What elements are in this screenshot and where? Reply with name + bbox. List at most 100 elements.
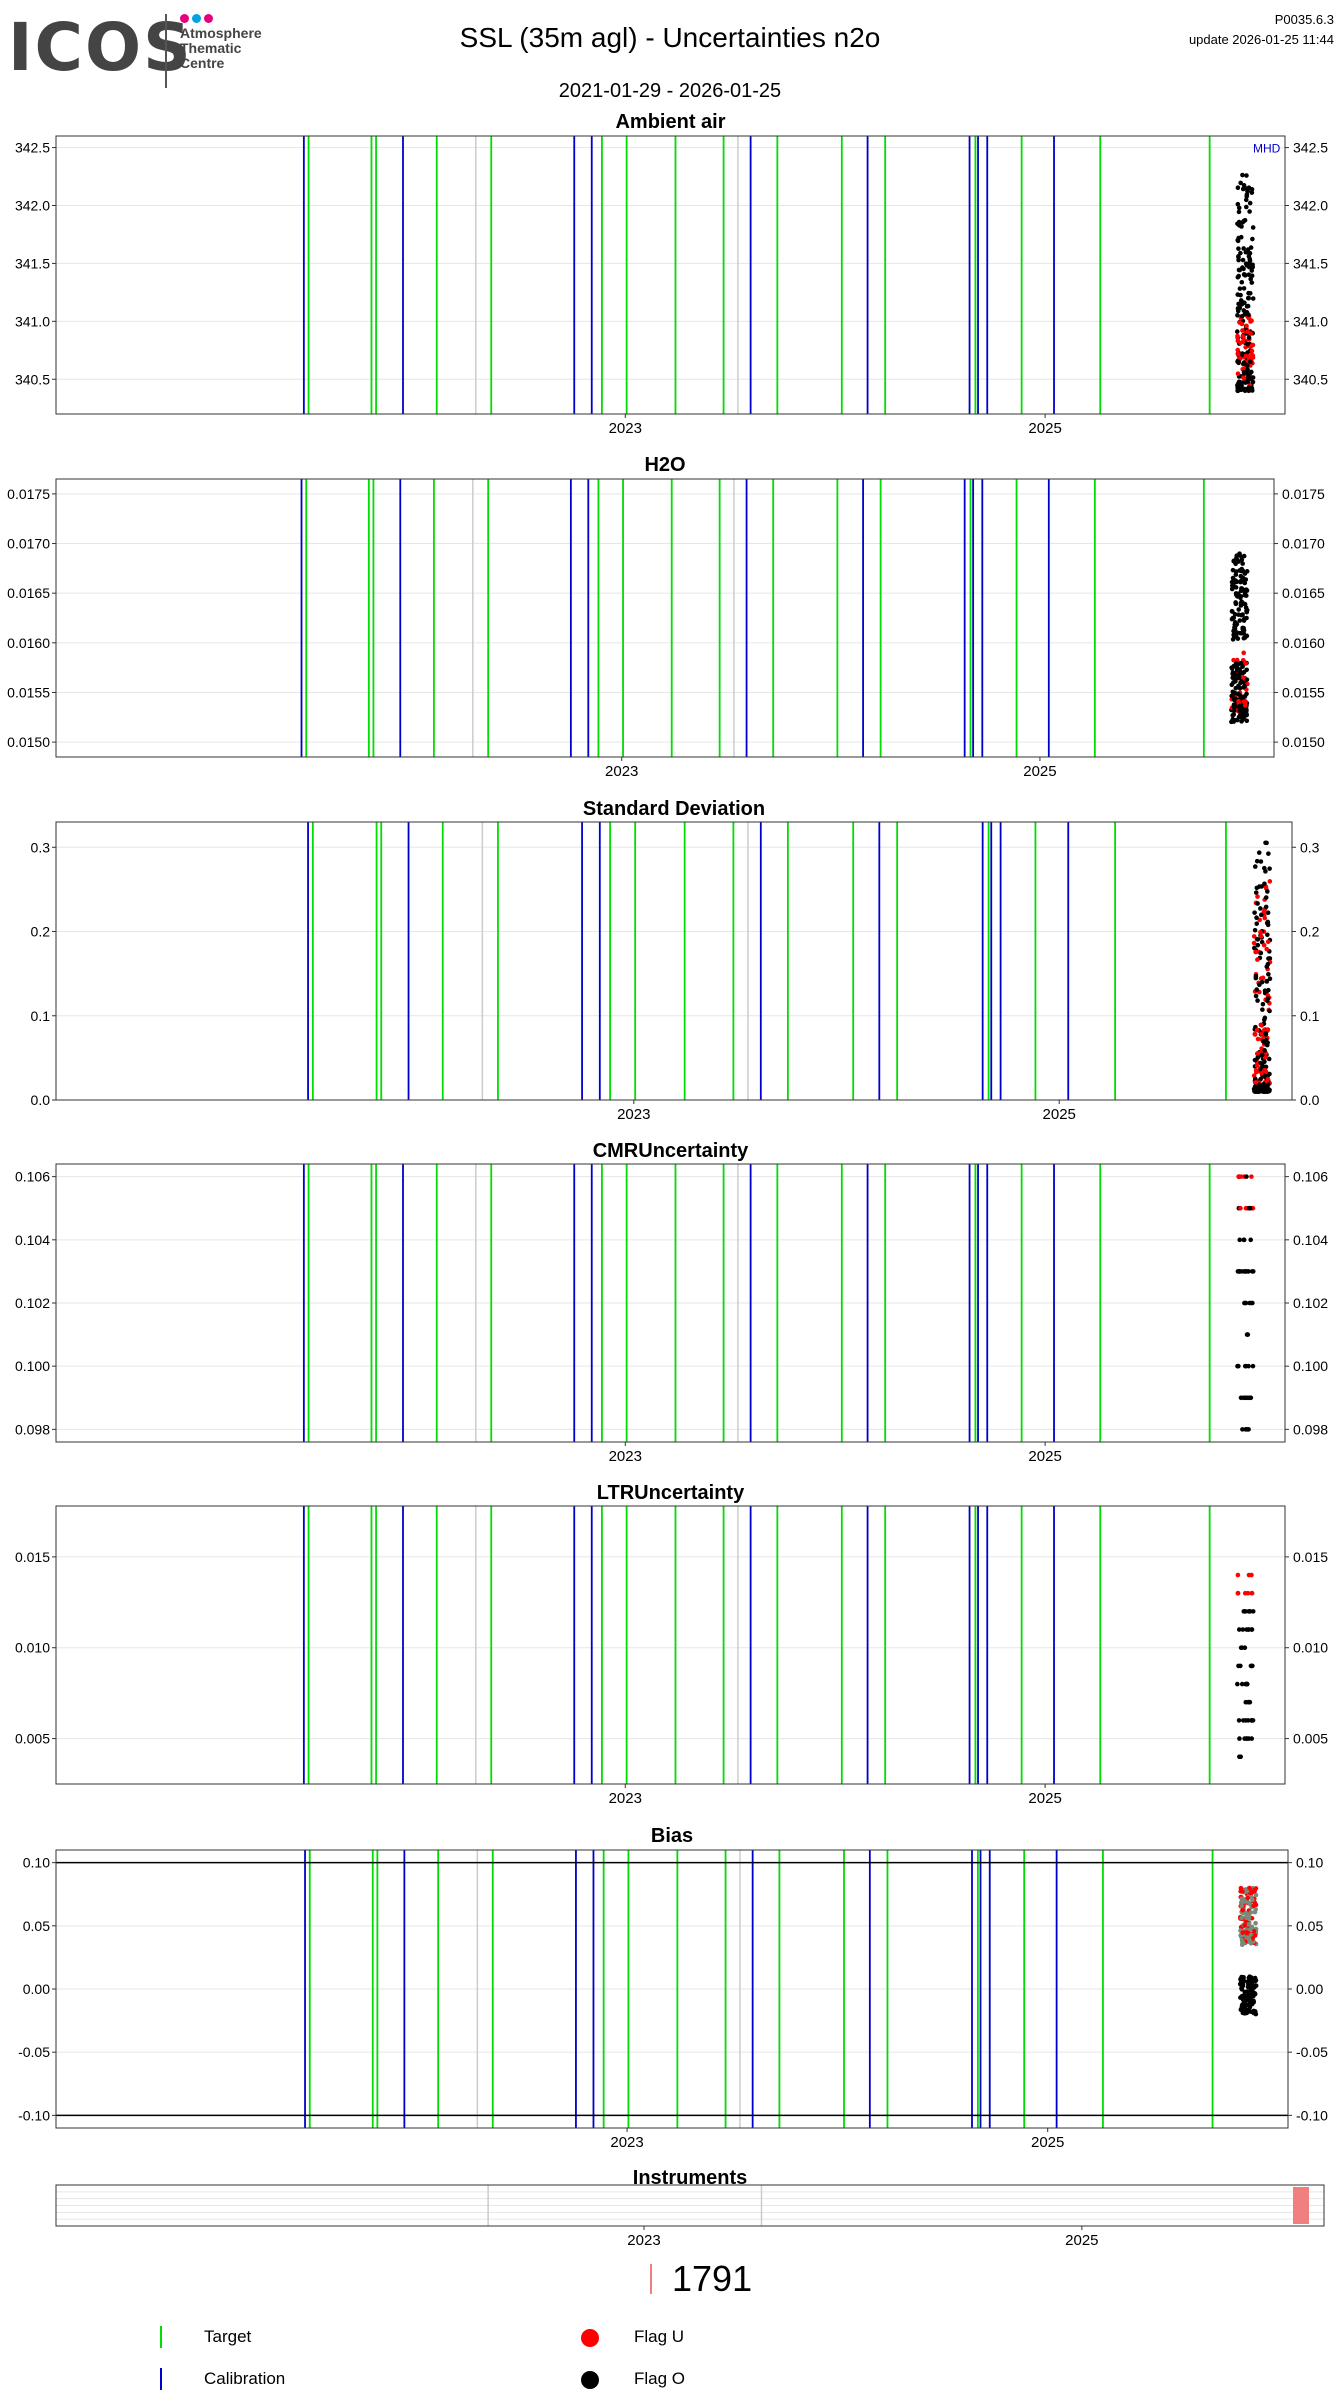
data-point xyxy=(1232,622,1238,627)
data-point xyxy=(1235,201,1241,207)
data-point xyxy=(1267,879,1273,884)
y-tick-label-right: 342.0 xyxy=(1293,198,1328,214)
chart-panel-bias: Bias -0.10 -0.10 -0.05 -0.05 0.00 0.00 0.05 0.05… xyxy=(18,1825,1328,2151)
data-point xyxy=(1245,367,1250,372)
data-point xyxy=(1249,280,1255,285)
data-point xyxy=(1231,657,1236,663)
data-point xyxy=(1250,1718,1256,1723)
data-point xyxy=(1236,209,1242,215)
data-point xyxy=(1237,320,1242,325)
data-point xyxy=(1235,292,1241,297)
data-point xyxy=(1243,1899,1248,1904)
data-point xyxy=(1238,1645,1244,1651)
y-tick-label-left: 0.3 xyxy=(31,839,51,855)
data-point xyxy=(1264,920,1270,926)
data-point xyxy=(1263,904,1269,910)
data-point xyxy=(1244,363,1250,368)
data-point xyxy=(1244,1332,1250,1337)
chart-title-instruments: Instruments xyxy=(633,2167,747,2189)
data-point xyxy=(1248,1910,1254,1915)
data-point xyxy=(1239,279,1245,285)
data-point xyxy=(1250,262,1255,268)
data-point xyxy=(1242,703,1248,708)
data-point xyxy=(1262,881,1267,887)
data-point xyxy=(1266,851,1271,856)
data-point xyxy=(1239,630,1244,636)
data-point xyxy=(1259,1031,1264,1037)
data-point xyxy=(1242,635,1248,640)
data-point xyxy=(1243,1300,1249,1306)
data-point xyxy=(1254,1027,1260,1033)
data-point xyxy=(1266,956,1271,961)
instrument-bar xyxy=(1293,2187,1309,2224)
plot-area xyxy=(56,136,1285,414)
data-point xyxy=(1243,204,1249,210)
data-point xyxy=(1249,273,1255,278)
data-point xyxy=(1234,665,1240,671)
data-point xyxy=(1265,1076,1271,1082)
data-point xyxy=(1235,238,1241,244)
target-legend-label: Target xyxy=(204,2327,252,2346)
data-point xyxy=(1250,236,1255,242)
data-point xyxy=(1241,669,1247,675)
y-tick-label-left: 0.2 xyxy=(31,924,51,940)
y-tick-label-left: 0.1 xyxy=(31,1008,51,1024)
data-point xyxy=(1250,296,1256,301)
y-tick-label-left: 341.5 xyxy=(15,255,50,271)
data-point xyxy=(1243,1363,1249,1369)
data-point xyxy=(1235,371,1241,376)
chart-panel-instruments: Instruments 2023 2025 xyxy=(55,2167,1325,2249)
data-point xyxy=(1244,1395,1250,1401)
data-point xyxy=(1230,675,1236,681)
target-legend-mark xyxy=(160,2326,162,2348)
chart-title-stddev: Standard Deviation xyxy=(583,798,765,820)
data-point xyxy=(1249,348,1255,354)
data-point xyxy=(1239,1915,1245,1921)
logo-dots xyxy=(180,14,220,24)
data-point xyxy=(1244,2010,1249,2016)
data-point xyxy=(1258,929,1263,935)
data-point xyxy=(1246,1921,1252,1927)
data-point xyxy=(1246,1915,1252,1921)
data-point xyxy=(1239,1899,1245,1905)
y-tick-label-left: 342.0 xyxy=(15,198,50,214)
data-point xyxy=(1253,1068,1259,1073)
data-point xyxy=(1240,172,1245,178)
data-point xyxy=(1247,256,1253,262)
data-point xyxy=(1238,660,1244,666)
data-point xyxy=(1266,971,1271,977)
data-point xyxy=(1255,942,1261,948)
data-point xyxy=(1238,1395,1244,1401)
data-point xyxy=(1259,1070,1264,1076)
data-point xyxy=(1239,557,1245,563)
data-point xyxy=(1255,998,1260,1003)
data-point xyxy=(1247,1205,1253,1211)
data-point xyxy=(1259,1083,1265,1089)
data-point xyxy=(1236,698,1241,704)
data-point xyxy=(1244,691,1249,697)
data-point xyxy=(1241,376,1247,381)
data-point xyxy=(1244,587,1249,592)
y-tick-label-right: 0.010 xyxy=(1293,1640,1328,1656)
data-point xyxy=(1236,1627,1242,1632)
x-tick-label: 2023 xyxy=(627,2232,660,2249)
data-point xyxy=(1240,1627,1246,1632)
chart-panel-cmr: CMRUncertainty 0.098 0.098 0.100 0.100 0.102 0… xyxy=(15,1140,1328,1465)
flag-u-legend-label: Flag U xyxy=(634,2327,685,2346)
y-tick-label-right: 0.10 xyxy=(1296,1855,1323,1871)
data-point xyxy=(1244,263,1250,268)
data-point xyxy=(1236,257,1241,263)
data-point xyxy=(1252,927,1258,933)
data-point xyxy=(1247,209,1252,214)
plot-frame xyxy=(55,2184,1325,2227)
data-point xyxy=(1238,1174,1244,1179)
data-point xyxy=(1258,906,1263,911)
data-point xyxy=(1236,205,1242,211)
charts-canvas: Ambient air 340.5 340.5 341.0 341.0 341.5 341.… xyxy=(7,111,1328,2249)
data-point xyxy=(1240,257,1246,263)
data-point xyxy=(1235,221,1240,227)
y-tick-label-left: 341.0 xyxy=(15,313,50,329)
data-point xyxy=(1234,329,1240,334)
data-point xyxy=(1236,607,1242,612)
data-point xyxy=(1244,304,1250,309)
